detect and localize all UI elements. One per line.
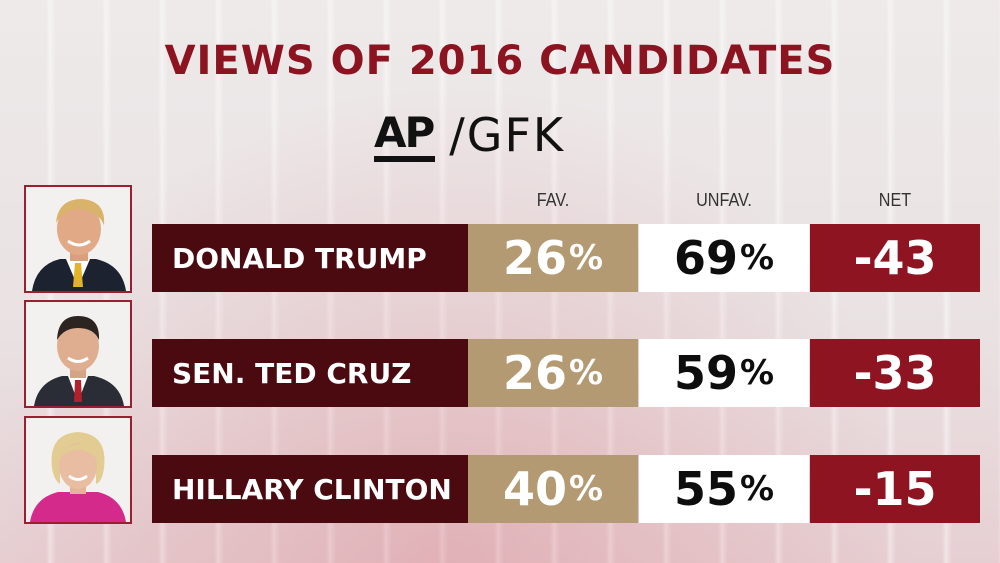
candidate-name: HILLARY CLINTON (152, 455, 468, 523)
page-title: VIEWS OF 2016 CANDIDATES (164, 38, 836, 84)
unfav-value: 69% (639, 224, 809, 292)
candidate-photo-trump (24, 185, 132, 293)
clinton-photo-icon (26, 418, 130, 522)
column-header-net: NET (878, 190, 912, 210)
gfk-logo: /GFK (449, 108, 566, 162)
candidate-photo-cruz (24, 300, 132, 408)
trump-photo-icon (26, 187, 130, 291)
fav-value: 26% (468, 339, 638, 407)
net-value: -43 (810, 224, 980, 292)
ap-gfk-logo: AP /GFK (374, 110, 565, 172)
table-row-clinton: HILLARY CLINTON 40% 55% -15 (0, 455, 1000, 523)
candidate-photo-clinton (24, 416, 132, 524)
table-row-cruz: SEN. TED CRUZ 26% 59% -33 (0, 339, 1000, 407)
fav-value: 26% (468, 224, 638, 292)
cruz-photo-icon (26, 302, 130, 406)
fav-value: 40% (468, 455, 638, 523)
table-row-trump: DONALD TRUMP 26% 69% -43 (0, 224, 1000, 292)
column-header-fav: FAV. (536, 190, 570, 210)
unfav-value: 55% (639, 455, 809, 523)
column-header-unfav: UNFAV. (696, 190, 752, 210)
candidate-name: SEN. TED CRUZ (152, 339, 468, 407)
ap-logo: AP (374, 110, 435, 162)
candidate-name: DONALD TRUMP (152, 224, 468, 292)
net-value: -15 (810, 455, 980, 523)
unfav-value: 59% (639, 339, 809, 407)
net-value: -33 (810, 339, 980, 407)
